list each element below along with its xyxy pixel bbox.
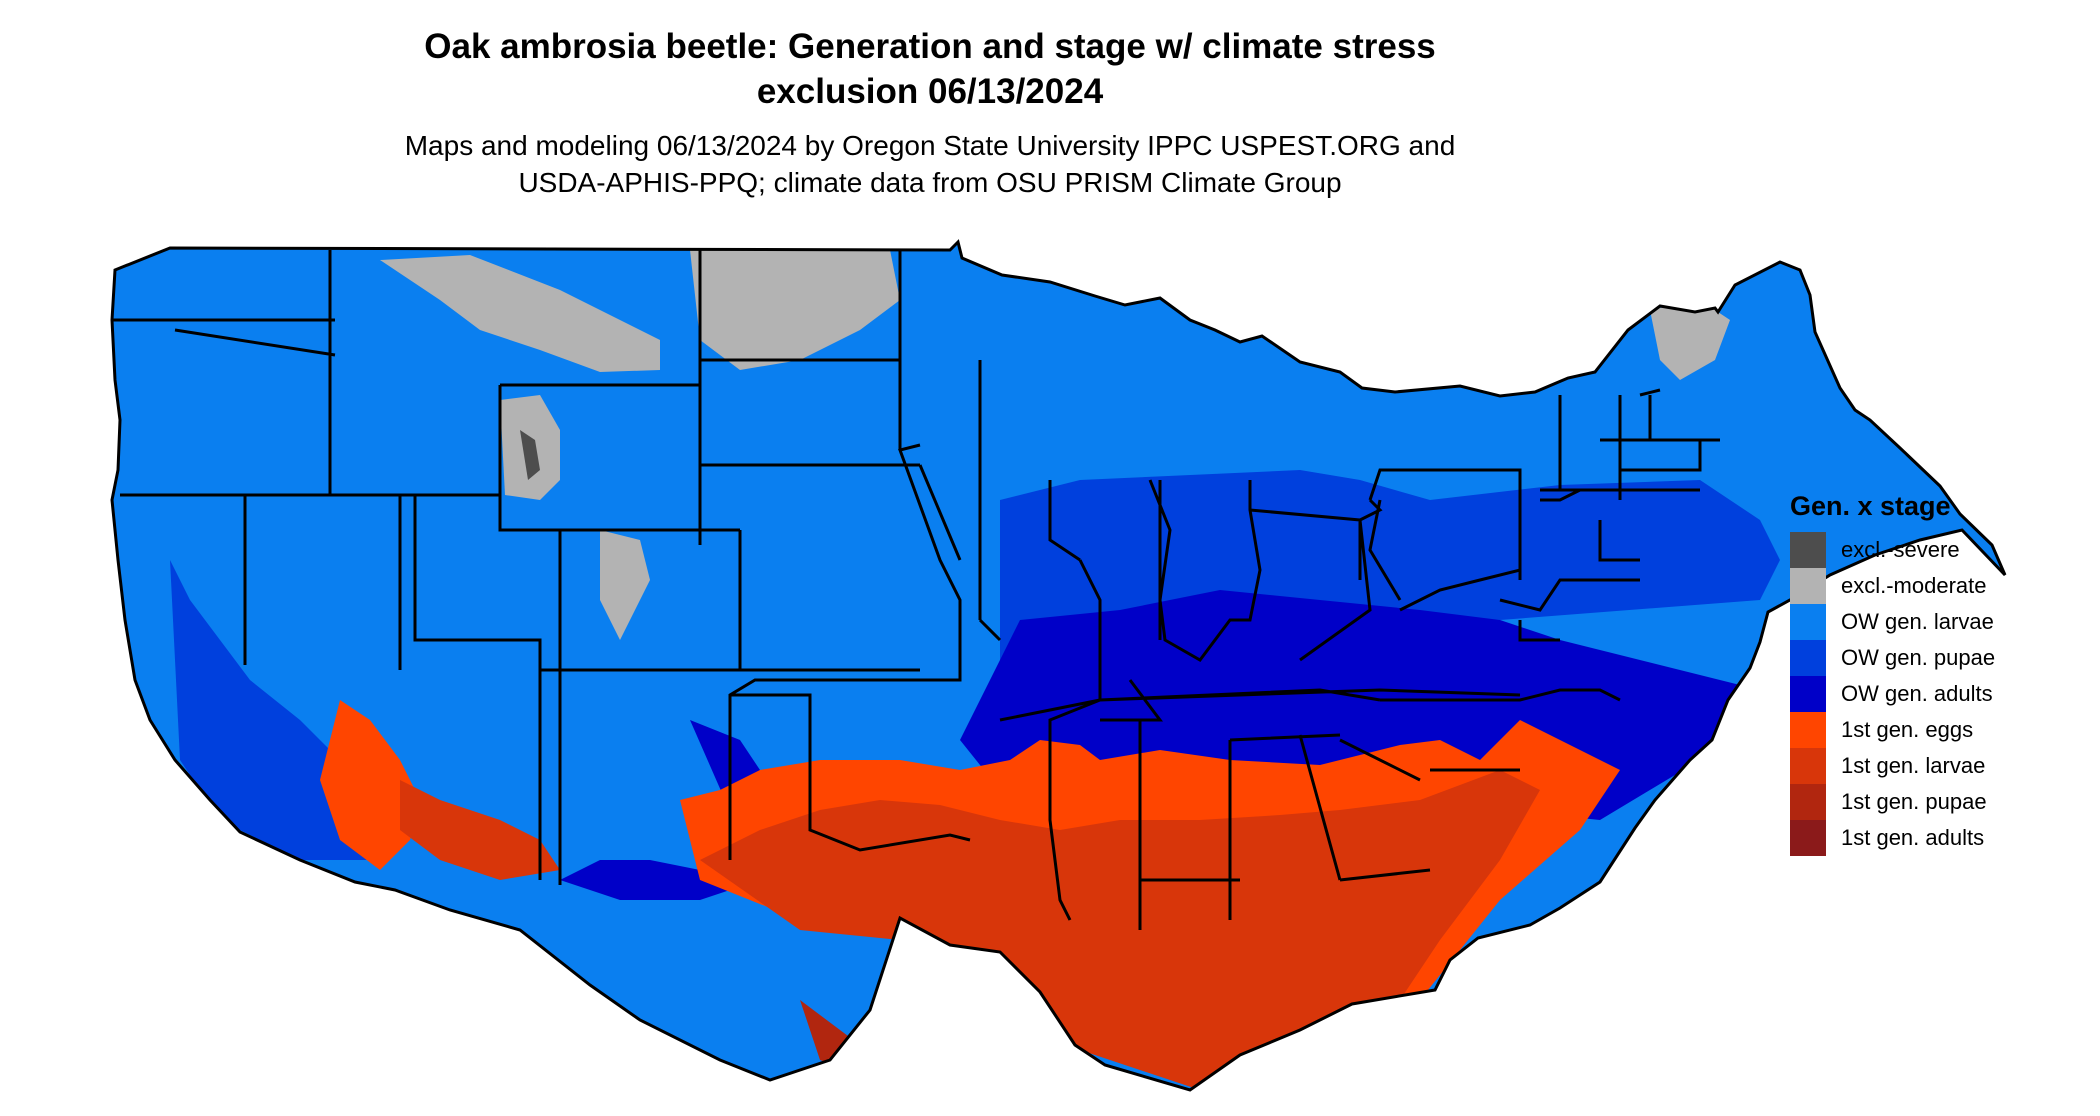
zone-1st-larvae bbox=[700, 770, 1540, 1090]
zone-excl-severe bbox=[520, 430, 540, 480]
zone-1st-adults-florida bbox=[1320, 1040, 1380, 1090]
zone-1st-eggs-arizona bbox=[320, 700, 420, 870]
legend-label: OW gen. pupae bbox=[1841, 645, 1996, 670]
legend-swatch bbox=[1790, 820, 1826, 856]
zone-ow-adults-southwest bbox=[560, 720, 780, 900]
legend-item: 1st gen. pupae bbox=[1790, 784, 1995, 820]
legend: Gen. x stage excl.-severe excl.-moderate O… bbox=[1790, 490, 1995, 856]
legend-label: excl.-moderate bbox=[1841, 573, 1987, 598]
legend-item: excl.-moderate bbox=[1790, 568, 1995, 604]
state-borders bbox=[112, 250, 1720, 930]
legend-swatch bbox=[1790, 748, 1826, 784]
legend-item: excl.-severe bbox=[1790, 532, 1995, 568]
legend-item: OW gen. pupae bbox=[1790, 640, 1995, 676]
legend-label: excl.-severe bbox=[1841, 537, 1960, 562]
zone-excl-moderate-montana bbox=[380, 255, 660, 372]
legend-swatch bbox=[1790, 712, 1826, 748]
subtitle-line-2: USDA-APHIS-PPQ; climate data from OSU PR… bbox=[518, 167, 1342, 198]
legend-items: excl.-severe excl.-moderate OW gen. larvae… bbox=[1790, 532, 1995, 856]
map-title: Oak ambrosia beetle: Generation and stag… bbox=[0, 24, 1860, 114]
legend-item: 1st gen. eggs bbox=[1790, 712, 1995, 748]
zone-excl-moderate-maine bbox=[1650, 300, 1730, 380]
legend-label: 1st gen. eggs bbox=[1841, 717, 1974, 742]
legend-swatch bbox=[1790, 676, 1826, 712]
title-line-2: exclusion 06/13/2024 bbox=[756, 72, 1104, 111]
legend-label: 1st gen. pupae bbox=[1841, 789, 1987, 814]
legend-swatch bbox=[1790, 640, 1826, 676]
subtitle-line-1: Maps and modeling 06/13/2024 by Oregon S… bbox=[404, 130, 1456, 161]
map-subtitle: Maps and modeling 06/13/2024 by Oregon S… bbox=[0, 127, 1860, 201]
legend-item: 1st gen. adults bbox=[1790, 820, 1995, 856]
legend-label: 1st gen. larvae bbox=[1841, 753, 1986, 778]
zone-ow-pupae-east bbox=[1000, 470, 1780, 720]
zone-excl-moderate-colorado bbox=[600, 530, 650, 640]
legend-swatch bbox=[1790, 568, 1826, 604]
legend-label: OW gen. larvae bbox=[1841, 609, 1994, 634]
legend-label: OW gen. adults bbox=[1841, 681, 1993, 706]
legend-swatch bbox=[1790, 532, 1826, 568]
legend-swatch bbox=[1790, 784, 1826, 820]
zone-excl-moderate-north-dakota bbox=[690, 250, 900, 370]
zone-1st-larvae-arizona bbox=[400, 780, 560, 880]
legend-item: 1st gen. larvae bbox=[1790, 748, 1995, 784]
title-line-1: Oak ambrosia beetle: Generation and stag… bbox=[424, 27, 1436, 66]
legend-swatch bbox=[1790, 604, 1826, 640]
legend-item: OW gen. adults bbox=[1790, 676, 1995, 712]
legend-item: OW gen. larvae bbox=[1790, 604, 1995, 640]
legend-title: Gen. x stage bbox=[1790, 491, 1951, 521]
legend-label: 1st gen. adults bbox=[1841, 825, 1985, 850]
